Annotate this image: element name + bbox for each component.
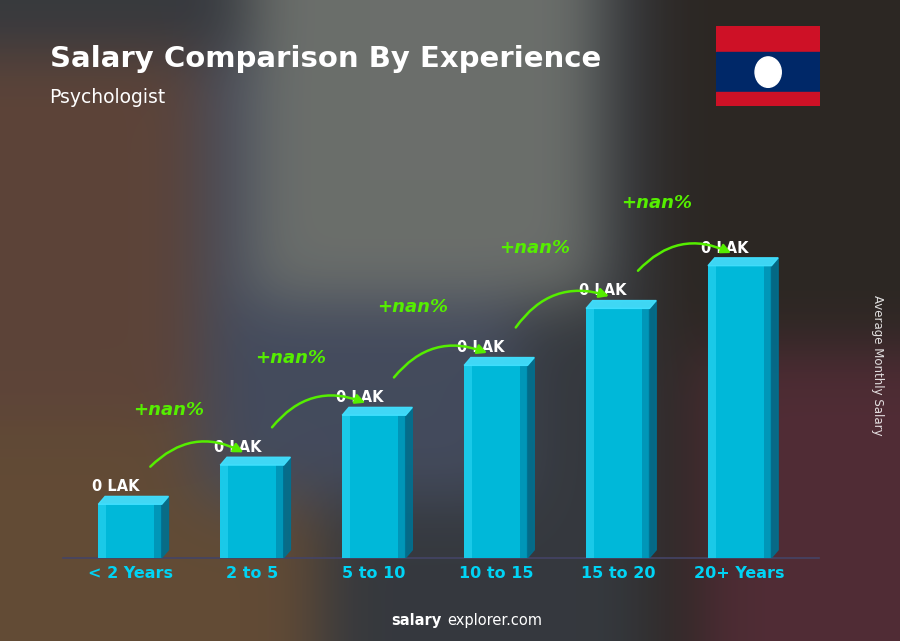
Bar bbox=[98, 504, 162, 558]
Polygon shape bbox=[771, 258, 778, 558]
Polygon shape bbox=[342, 408, 412, 415]
Bar bbox=[716, 92, 820, 106]
Bar bbox=[716, 26, 820, 52]
Bar bbox=[276, 465, 284, 558]
Text: +nan%: +nan% bbox=[256, 349, 327, 367]
Bar bbox=[586, 308, 650, 558]
Polygon shape bbox=[220, 457, 291, 465]
Polygon shape bbox=[650, 301, 656, 558]
Polygon shape bbox=[527, 358, 535, 558]
Bar bbox=[342, 415, 350, 558]
Text: Salary Comparison By Experience: Salary Comparison By Experience bbox=[50, 46, 601, 73]
Bar bbox=[98, 504, 106, 558]
Text: salary: salary bbox=[392, 613, 442, 628]
Bar bbox=[642, 308, 650, 558]
Bar bbox=[220, 465, 284, 558]
Bar bbox=[464, 365, 472, 558]
Polygon shape bbox=[284, 457, 291, 558]
Text: 0 LAK: 0 LAK bbox=[701, 240, 749, 256]
Polygon shape bbox=[162, 496, 168, 558]
Bar bbox=[716, 52, 820, 92]
Bar bbox=[764, 265, 771, 558]
Text: +nan%: +nan% bbox=[621, 194, 692, 212]
Bar bbox=[708, 265, 716, 558]
Bar bbox=[220, 465, 228, 558]
Text: 0 LAK: 0 LAK bbox=[92, 479, 140, 494]
Text: +nan%: +nan% bbox=[500, 238, 571, 257]
Polygon shape bbox=[586, 301, 656, 308]
Bar bbox=[464, 365, 527, 558]
Bar bbox=[342, 415, 406, 558]
Text: explorer.com: explorer.com bbox=[447, 613, 543, 628]
Text: Psychologist: Psychologist bbox=[50, 88, 166, 106]
Bar bbox=[398, 415, 406, 558]
Polygon shape bbox=[464, 358, 535, 365]
Bar bbox=[154, 504, 162, 558]
Bar bbox=[520, 365, 527, 558]
Polygon shape bbox=[98, 496, 168, 504]
Text: 0 LAK: 0 LAK bbox=[213, 440, 261, 455]
Text: +nan%: +nan% bbox=[377, 297, 448, 315]
Text: 0 LAK: 0 LAK bbox=[580, 283, 627, 299]
Text: +nan%: +nan% bbox=[133, 401, 204, 419]
Bar bbox=[708, 265, 771, 558]
Text: Average Monthly Salary: Average Monthly Salary bbox=[871, 295, 884, 436]
Circle shape bbox=[755, 57, 781, 87]
Text: 0 LAK: 0 LAK bbox=[457, 340, 505, 355]
Polygon shape bbox=[708, 258, 778, 265]
Bar bbox=[586, 308, 594, 558]
Polygon shape bbox=[406, 408, 412, 558]
Text: 0 LAK: 0 LAK bbox=[336, 390, 383, 405]
